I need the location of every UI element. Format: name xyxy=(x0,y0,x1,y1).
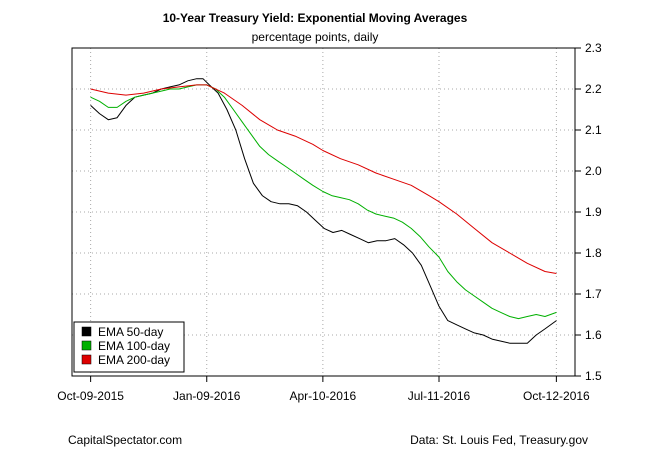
legend-label: EMA 200-day xyxy=(98,353,170,367)
legend-box xyxy=(73,321,185,373)
x-tick-label: Oct-09-2015 xyxy=(57,389,124,403)
series-line-2 xyxy=(90,84,557,320)
gridlines xyxy=(72,47,575,377)
y-tick-label: 1.7 xyxy=(585,287,602,301)
footer-credit: CapitalSpectator.com xyxy=(68,433,183,447)
y-tick-label: 1.9 xyxy=(585,205,602,219)
chart-title: 10-Year Treasury Yield: Exponential Movi… xyxy=(163,11,468,25)
legend-swatch xyxy=(81,354,92,365)
y-tick-label: 1.5 xyxy=(585,369,602,383)
series-line-1 xyxy=(90,78,557,344)
y-tick-label: 1.8 xyxy=(585,246,602,260)
legend-label: EMA 100-day xyxy=(98,339,170,353)
y-tick-label: 2.3 xyxy=(585,41,602,55)
series-lines xyxy=(90,78,557,344)
y-axis: 1.5 1.6 1.7 1.8 1.9 2.0 2.1 2.2 2.3 xyxy=(575,41,602,383)
legend-label: EMA 50-day xyxy=(98,325,163,339)
y-tick-label: 2.1 xyxy=(585,123,602,137)
y-tick-label: 2.2 xyxy=(585,82,602,96)
x-tick-label: Jan-09-2016 xyxy=(173,389,241,403)
legend-swatch xyxy=(81,326,92,337)
footer-source: Data: St. Louis Fed, Treasury.gov xyxy=(410,433,588,447)
chart-subtitle: percentage points, daily xyxy=(252,30,379,44)
x-axis: Oct-09-2015 Jan-09-2016 Apr-10-2016 Jul-11-… xyxy=(57,376,590,403)
x-tick-label: Jul-11-2016 xyxy=(408,389,471,403)
y-tick-label: 2.0 xyxy=(585,164,602,178)
series-line-3 xyxy=(90,84,557,274)
y-tick-label: 1.6 xyxy=(585,328,602,342)
x-tick-label: Apr-10-2016 xyxy=(290,389,357,403)
legend-swatch xyxy=(81,340,92,351)
x-tick-label: Oct-12-2016 xyxy=(523,389,590,403)
